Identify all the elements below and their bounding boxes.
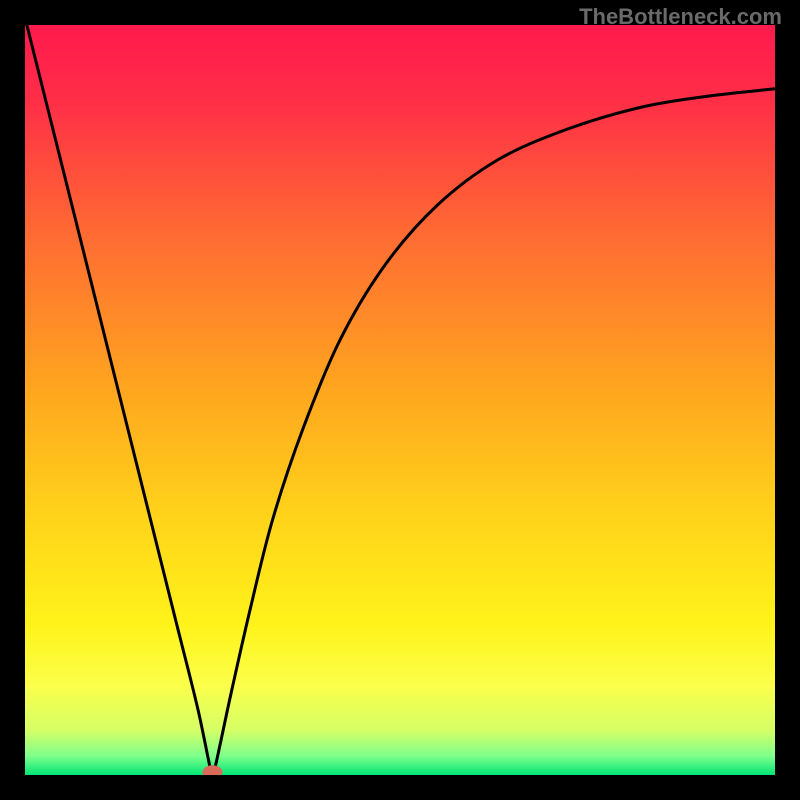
black-frame xyxy=(0,0,800,800)
chart-container: TheBottleneck.com xyxy=(0,0,800,800)
attribution-label: TheBottleneck.com xyxy=(579,4,782,30)
